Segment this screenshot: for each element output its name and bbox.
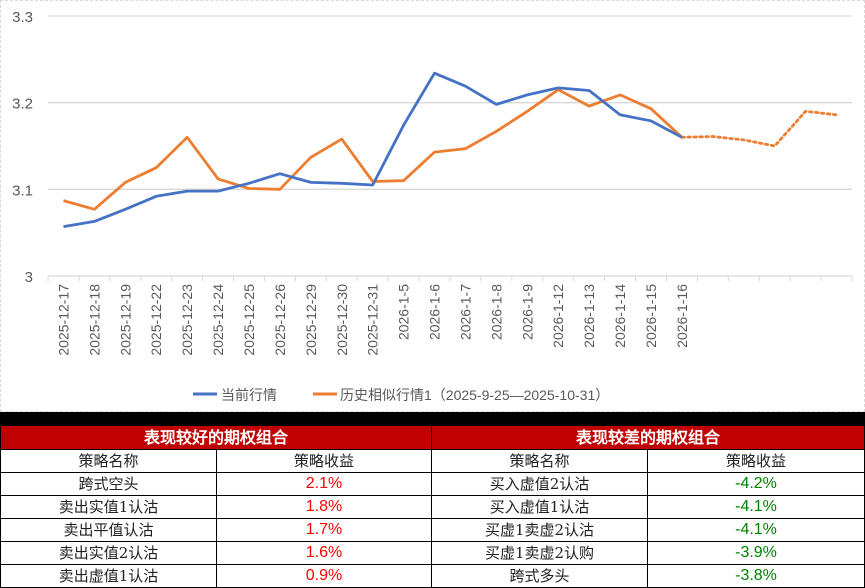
- x-tick-label: 2025-12-24: [210, 284, 226, 356]
- strategy-return: 1.7%: [215, 518, 433, 542]
- table-row: 卖出平值认沽 1.7%: [0, 518, 433, 542]
- col-header-name: 策略名称: [431, 449, 648, 473]
- col-header-return: 策略收益: [646, 449, 865, 473]
- x-tick-label: 2025-12-23: [179, 284, 195, 356]
- x-tick-label: 2025-12-19: [117, 284, 133, 356]
- strategy-return: 2.1%: [215, 472, 433, 496]
- table-row: 买虚1卖虚2认沽 -4.1%: [431, 518, 865, 542]
- x-tick-label: 2026-1-9: [519, 284, 535, 340]
- bad-table-title: 表现较差的期权组合: [430, 425, 865, 450]
- history-line-dotted: [680, 109, 838, 148]
- legend: 当前行情 历史相似行情1（2025-9-25—2025-10-31）: [193, 387, 609, 403]
- x-tick-label: 2026-1-6: [427, 284, 443, 340]
- x-tick-label: 2025-12-22: [148, 284, 164, 356]
- x-tick-label: 2026-1-5: [396, 284, 412, 340]
- table-row: 跨式多头 -3.8%: [431, 564, 865, 588]
- x-tick-label: 2026-1-15: [643, 284, 659, 348]
- table-row: 买虚1卖虚2认购 -3.9%: [431, 541, 865, 565]
- chart-canvas: 33.13.23.3 2025-12-17 2025-12-18 2025-12-1…: [12, 9, 853, 403]
- good-strategies-table: 表现较好的期权组合 策略名称 策略收益 跨式空头 2.1% 卖出实值1认沽 1.8%…: [0, 425, 433, 588]
- x-tick-label: 2025-12-31: [365, 284, 381, 356]
- x-tick-label: 2025-12-25: [241, 284, 257, 356]
- x-tick-label: 2026-1-7: [457, 284, 473, 340]
- y-tick-label: 3.1: [12, 182, 33, 199]
- x-tick-label: 2025-12-17: [55, 284, 71, 356]
- strategy-name: 买虚1卖虚2认购: [431, 541, 648, 565]
- col-header-name: 策略名称: [0, 449, 217, 473]
- x-tick-label: 2026-1-12: [550, 284, 566, 348]
- strategy-name: 买入虚值2认沽: [431, 472, 648, 496]
- bad-strategies-table: 表现较差的期权组合 策略名称 策略收益 买入虚值2认沽 -4.2% 买入虚值1认沽…: [430, 425, 865, 588]
- strategy-return: 0.9%: [215, 564, 433, 588]
- x-tick-label: 2026-1-8: [488, 284, 504, 340]
- table-row: 跨式空头 2.1%: [0, 472, 433, 496]
- strategy-name: 卖出平值认沽: [0, 518, 217, 542]
- strategy-name: 卖出实值1认沽: [0, 495, 217, 519]
- strategy-return: -3.9%: [646, 541, 865, 565]
- table-row: 卖出实值1认沽 1.8%: [0, 495, 433, 519]
- y-axis-ticks: 3 3.1 3.2 3.3: [12, 9, 33, 286]
- current-line: [63, 71, 683, 228]
- y-tick-label: 3: [25, 269, 33, 286]
- table-row: 买入虚值1认沽 -4.1%: [431, 495, 865, 519]
- strategy-return: 1.8%: [215, 495, 433, 519]
- x-tick-label: 2026-1-16: [674, 284, 690, 348]
- strategy-return: -4.2%: [646, 472, 865, 496]
- legend-current-label: 当前行情: [221, 387, 277, 403]
- strategy-return: -4.1%: [646, 518, 865, 542]
- table-row: 买入虚值2认沽 -4.2%: [431, 472, 865, 496]
- x-tick-label: 2025-12-26: [272, 284, 288, 356]
- strategy-return: -3.8%: [646, 564, 865, 588]
- history-line-solid: [63, 88, 683, 211]
- x-tick-label: 2025-12-30: [334, 284, 350, 356]
- x-tick-label: 2025-12-18: [86, 284, 102, 356]
- good-table-title: 表现较好的期权组合: [0, 425, 433, 450]
- strategy-name: 买入虚值1认沽: [431, 495, 648, 519]
- strategy-name: 跨式空头: [0, 472, 217, 496]
- col-header-return: 策略收益: [215, 449, 433, 473]
- series-lines: [63, 71, 838, 228]
- strategy-name: 卖出虚值1认沽: [0, 564, 217, 588]
- line-chart: 3 3.1 3.2 3.3 2025-12-17 2025-12-18 2025-12-1…: [0, 0, 865, 412]
- table-row: 卖出实值2认沽 1.6%: [0, 541, 433, 565]
- strategy-name: 跨式多头: [431, 564, 648, 588]
- legend-history-label: 历史相似行情1（2025-9-25—2025-10-31）: [340, 387, 609, 403]
- gridlines: [48, 15, 852, 277]
- x-axis: 2025-12-17 2025-12-18 2025-12-19 2025-12-22…: [47, 276, 853, 356]
- strategy-name: 买虚1卖虚2认沽: [431, 518, 648, 542]
- strategy-return: 1.6%: [215, 541, 433, 565]
- x-tick-label: 2025-12-29: [303, 284, 319, 356]
- x-tick-label: 2026-1-14: [612, 284, 628, 348]
- x-tick-label: 2026-1-13: [581, 284, 597, 348]
- table-row: 卖出虚值1认沽 0.9%: [0, 564, 433, 588]
- strategy-return: -4.1%: [646, 495, 865, 519]
- strategy-name: 卖出实值2认沽: [0, 541, 217, 565]
- table-top-bar: [0, 412, 865, 425]
- y-tick-label: 3.2: [12, 96, 33, 113]
- y-tick-label: 3.3: [12, 9, 33, 26]
